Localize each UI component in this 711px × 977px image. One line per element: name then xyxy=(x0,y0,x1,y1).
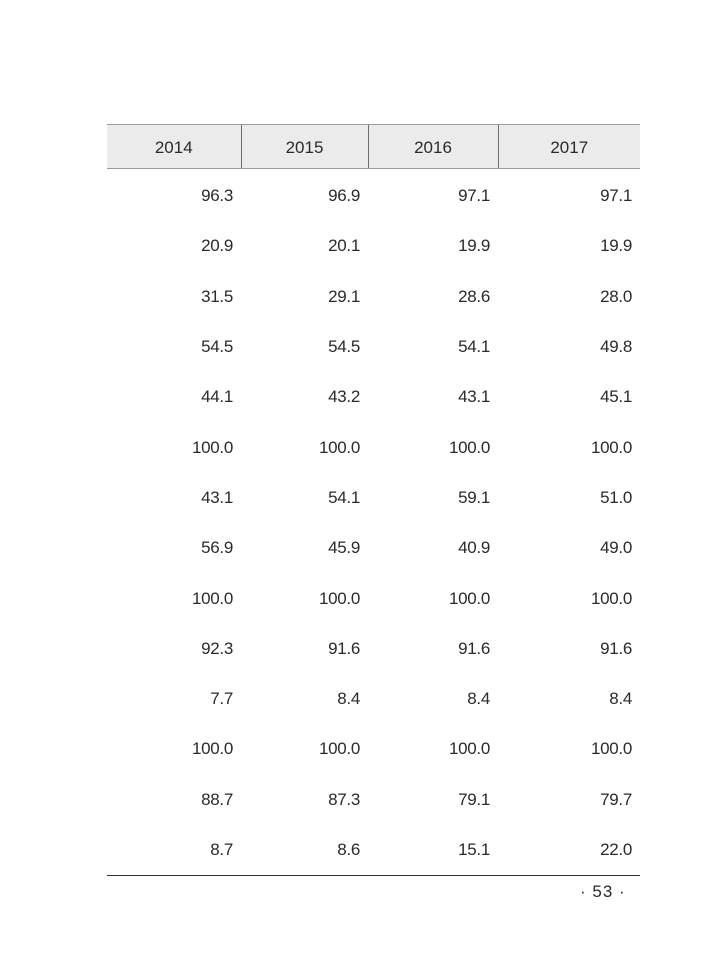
table-row: 7.7 8.4 8.4 8.4 xyxy=(107,674,640,724)
table-row: 96.3 96.9 97.1 97.1 xyxy=(107,169,640,222)
table-cell: 100.0 xyxy=(590,437,632,457)
table-row: 100.0 100.0 100.0 100.0 xyxy=(107,724,640,774)
table-row: 20.9 20.1 19.9 19.9 xyxy=(107,221,640,271)
table-cell: 43.2 xyxy=(328,387,360,407)
table-cell: 49.8 xyxy=(600,337,632,357)
table-cell: 79.7 xyxy=(600,789,632,809)
table-cell: 54.1 xyxy=(458,337,490,357)
table-cell: 87.3 xyxy=(328,789,360,809)
table-header: 2014 2015 2016 2017 xyxy=(107,124,640,169)
table-cell: 29.1 xyxy=(328,286,360,306)
table-cell: 43.1 xyxy=(458,387,490,407)
table-cell: 40.9 xyxy=(458,538,490,558)
table-cell: 54.1 xyxy=(328,487,360,507)
table-cell: 54.5 xyxy=(328,337,360,357)
header-year-2017: 2017 xyxy=(497,124,640,169)
header-year-2014: 2014 xyxy=(107,124,241,169)
table-cell: 51.0 xyxy=(600,487,632,507)
table-cell: 44.1 xyxy=(201,387,233,407)
table-cell: 97.1 xyxy=(458,186,490,206)
table-cell: 43.1 xyxy=(201,487,233,507)
header-year-2015: 2015 xyxy=(240,124,368,169)
table-cell: 28.0 xyxy=(600,286,632,306)
table-cell: 59.1 xyxy=(458,487,490,507)
table-row: 44.1 43.2 43.1 45.1 xyxy=(107,372,640,422)
table-cell: 45.9 xyxy=(328,538,360,558)
table-cell: 15.1 xyxy=(368,824,498,877)
table-cell: 100.0 xyxy=(448,437,490,457)
header-year-2016: 2016 xyxy=(367,124,498,169)
table-cell: 91.6 xyxy=(458,638,490,658)
table-cell: 100.0 xyxy=(590,588,632,608)
table-row: 88.7 87.3 79.1 79.7 xyxy=(107,775,640,825)
table-cell: 8.4 xyxy=(609,689,632,709)
table-cell: 8.7 xyxy=(107,824,241,877)
table-cell: 31.5 xyxy=(201,286,233,306)
table-row: 100.0 100.0 100.0 100.0 xyxy=(107,422,640,472)
table-row: 92.3 91.6 91.6 91.6 xyxy=(107,624,640,674)
table-cell: 91.6 xyxy=(600,638,632,658)
table-cell: 54.5 xyxy=(201,337,233,357)
table-cell: 19.9 xyxy=(600,236,632,256)
table-cell: 96.3 xyxy=(201,186,233,206)
table-row: 8.7 8.6 15.1 22.0 xyxy=(107,824,640,877)
table-row: 31.5 29.1 28.6 28.0 xyxy=(107,272,640,322)
table-cell: 97.1 xyxy=(600,186,632,206)
table-cell: 100.0 xyxy=(191,588,233,608)
table-cell: 100.0 xyxy=(318,588,360,608)
table-cell: 28.6 xyxy=(458,286,490,306)
table-cell: 100.0 xyxy=(448,588,490,608)
table-cell: 7.7 xyxy=(210,689,233,709)
table-row: 43.1 54.1 59.1 51.0 xyxy=(107,473,640,523)
table-cell: 100.0 xyxy=(448,739,490,759)
table-cell: 100.0 xyxy=(318,739,360,759)
table-cell: 91.6 xyxy=(328,638,360,658)
table-cell: 88.7 xyxy=(201,789,233,809)
table-cell: 49.0 xyxy=(600,538,632,558)
table-cell: 19.9 xyxy=(458,236,490,256)
table-cell: 100.0 xyxy=(590,739,632,759)
table-cell: 92.3 xyxy=(201,638,233,658)
table-cell: 8.4 xyxy=(467,689,490,709)
table-cell: 8.6 xyxy=(241,824,368,877)
table-cell: 100.0 xyxy=(318,437,360,457)
table-cell: 8.4 xyxy=(337,689,360,709)
header-row: 2014 2015 2016 2017 xyxy=(107,124,640,169)
table-body: 96.3 96.9 97.1 97.1 20.9 20.1 19.9 19.9 31.5 29.1… xyxy=(107,169,640,877)
table-cell: 22.0 xyxy=(498,824,640,877)
table-cell: 100.0 xyxy=(191,437,233,457)
table-cell: 100.0 xyxy=(191,739,233,759)
page-number: · 53 · xyxy=(580,882,626,901)
table-cell: 56.9 xyxy=(201,538,233,558)
table-cell: 96.9 xyxy=(328,186,360,206)
table-cell: 20.9 xyxy=(201,236,233,256)
table-cell: 79.1 xyxy=(458,789,490,809)
table-cell: 20.1 xyxy=(328,236,360,256)
table-row: 100.0 100.0 100.0 100.0 xyxy=(107,573,640,623)
table-row: 54.5 54.5 54.1 49.8 xyxy=(107,322,640,372)
table-row: 56.9 45.9 40.9 49.0 xyxy=(107,523,640,573)
table-cell: 45.1 xyxy=(600,387,632,407)
data-table: 2014 2015 2016 2017 96.3 96.9 97.1 97.1 20.9… xyxy=(107,124,640,877)
